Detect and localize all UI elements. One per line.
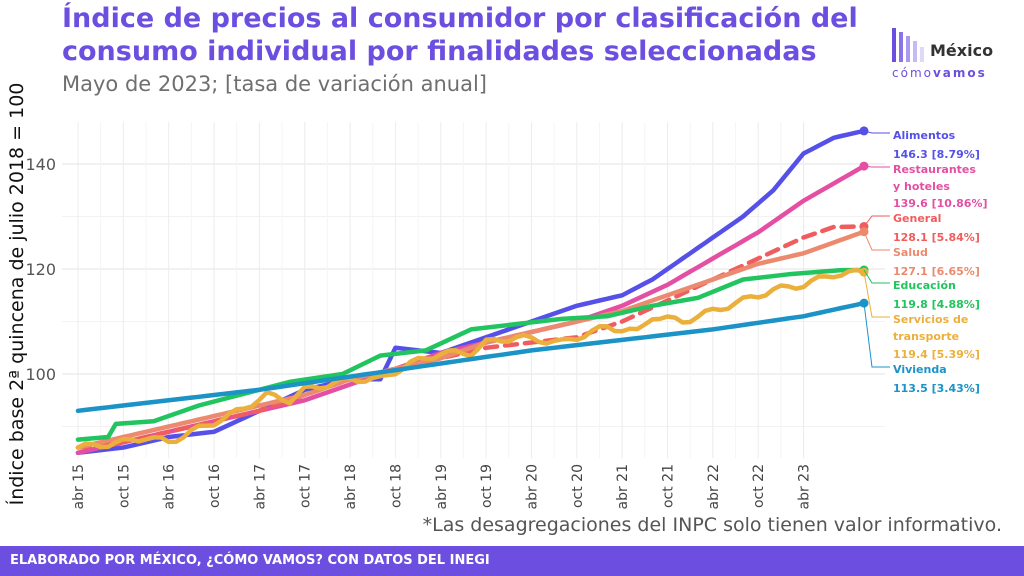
series-layer [75,126,869,456]
x-tick-label: abr 16 [162,464,178,510]
series-name-label: Vivienda [893,363,947,376]
chart-subtitle: Mayo de 2023; [tasa de variación anual] [62,72,487,96]
y-tick-label: 120 [25,260,56,279]
x-tick-label: abr 21 [615,464,631,510]
series-line-vivienda [75,300,867,414]
x-tick-label: abr 15 [71,464,87,510]
series-line-restaurantes-y-hoteles [75,163,867,456]
mexico-como-vamos-logo: México cómovamos [888,24,1008,86]
logo-name: México [930,41,994,60]
x-tick-label: oct 22 [751,464,767,508]
series-value-label: 146.3 [8.79%] [893,148,980,161]
x-tick-label: oct 19 [479,464,495,508]
x-tick-label: oct 16 [207,464,223,508]
leader-line-vivienda [863,303,890,368]
leader-line-salud [863,231,890,251]
series-value-label: 128.1 [5.84%] [893,231,980,244]
y-tick-label: 100 [25,365,56,384]
series-line-general [75,224,867,450]
x-tick-label: oct 20 [570,464,586,508]
series-value-label: 119.4 [5.39%] [893,348,980,361]
series-name-label: y hoteles [893,180,950,193]
line-chart: Alimentos 146.3 [8.79%] Restaurantes y hote… [25,122,988,510]
logo-tagline: cómovamos [892,66,987,80]
series-name-label: Educación [893,279,956,292]
series-value-label: 139.6 [10.86%] [893,197,988,210]
x-tick-label: abr 17 [252,464,268,510]
x-tick-label: abr 20 [524,464,540,510]
footer-credit: ELABORADO POR MÉXICO, ¿CÓMO VAMOS? CON D… [10,553,490,568]
x-tick-label: abr 18 [343,464,359,510]
series-value-label: 113.5 [3.43%] [893,382,980,395]
series-name-label: transporte [893,330,959,343]
series-name-label: Restaurantes [893,163,976,176]
chart-title: Índice de precios al consumidor por clas… [62,3,858,67]
series-value-label: 119.8 [4.88%] [893,298,980,311]
x-tick-label: oct 21 [661,464,677,508]
leader-line-servicios-de-transporte [863,272,890,318]
axis-labels-layer: 100 120 140 abr 15 oct 15 abr 16 oct 16 abr 17 o… [25,155,812,510]
x-tick-label: abr 22 [706,464,722,510]
logo-tag-part2: vamos [932,66,987,80]
disclaimer-note: *Las desagregaciones del INPC solo tiene… [422,514,1002,536]
y-tick-label: 140 [25,155,56,174]
x-tick-label: abr 23 [797,464,813,510]
series-value-label: 127.1 [6.65%] [893,265,980,278]
series-line-alimentos [75,128,867,456]
series-name-label: Servicios de [893,313,968,326]
series-labels-layer: Alimentos 146.3 [8.79%] Restaurantes y hote… [863,129,988,395]
x-tick-label: oct 18 [388,464,404,508]
grid-layer [62,122,885,458]
series-name-label: Salud [893,246,928,259]
logo-tag-part1: cómo [892,66,933,80]
x-tick-label: oct 15 [116,464,132,508]
series-line-salud [75,229,867,450]
x-tick-label: oct 17 [298,464,314,508]
leader-line-general [863,215,890,227]
footer-bar: ELABORADO POR MÉXICO, ¿CÓMO VAMOS? CON D… [0,546,1024,576]
series-line-educacion [75,267,867,442]
leader-line-alimentos [863,130,890,134]
series-name-label: Alimentos [893,129,956,142]
leader-line-restaurantes-y-hoteles [863,165,890,168]
series-name-label: General [893,212,941,225]
x-tick-label: abr 19 [434,464,450,510]
series-line-servicios-de-transporte [75,267,867,450]
leader-line-educacion [863,269,890,284]
logo-bars-icon [892,28,924,62]
